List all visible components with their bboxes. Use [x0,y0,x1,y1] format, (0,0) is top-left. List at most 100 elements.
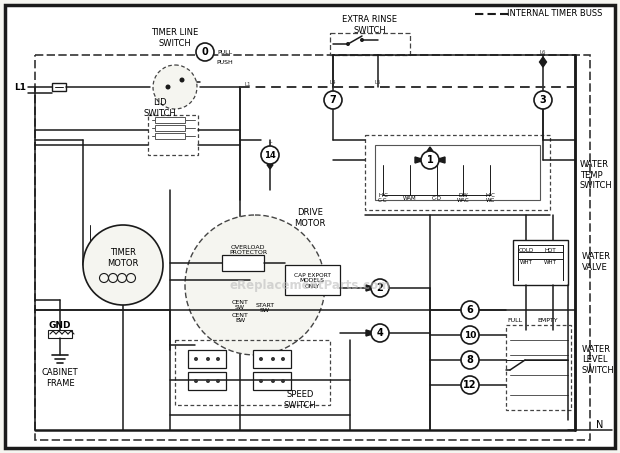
Circle shape [185,215,325,355]
Circle shape [206,379,210,383]
Bar [155,125,185,131]
Text: H-C
WC: H-C WC [485,193,495,203]
Circle shape [271,379,275,383]
Circle shape [421,151,439,169]
Text: DW
WAC: DW WAC [457,193,469,203]
Circle shape [216,379,220,383]
Text: CAP EXPORT
MODELS
ONLY: CAP EXPORT MODELS ONLY [293,273,330,289]
Bar [188,350,226,368]
Text: N: N [596,420,604,430]
Circle shape [259,379,263,383]
Circle shape [194,379,198,383]
Text: 3: 3 [539,95,546,105]
Text: CENT
SW: CENT SW [231,299,249,310]
Text: WAM: WAM [403,196,417,201]
Text: TIMER
MOTOR: TIMER MOTOR [107,248,139,268]
Text: GND: GND [49,321,71,329]
Text: CENT
BW: CENT BW [231,313,249,323]
Bar [155,133,185,139]
Circle shape [180,77,185,82]
Circle shape [166,85,171,90]
Text: WATER
TEMP
SWITCH: WATER TEMP SWITCH [580,160,613,190]
Circle shape [196,43,214,61]
Text: SPEED
SWITCH: SPEED SWITCH [283,390,316,410]
Text: DRIVE
MOTOR: DRIVE MOTOR [294,208,326,228]
Text: 14: 14 [264,150,276,159]
Circle shape [281,357,285,361]
Text: INTERNAL TIMER BUSS: INTERNAL TIMER BUSS [507,10,603,19]
Text: L6: L6 [540,49,546,54]
Text: START
SW: START SW [255,303,275,313]
Bar [148,115,198,155]
Circle shape [194,357,198,361]
Bar [285,265,340,295]
Text: 10: 10 [464,331,476,339]
Text: OVERLOAD
PROTECTOR: OVERLOAD PROTECTOR [229,245,267,255]
Text: WHT: WHT [520,260,533,265]
Circle shape [261,146,279,164]
Text: 8: 8 [467,355,474,365]
Circle shape [371,324,389,342]
Text: EXTRA RINSE
SWITCH: EXTRA RINSE SWITCH [342,15,397,35]
Text: TIMER LINE
SWITCH: TIMER LINE SWITCH [151,28,198,48]
Text: HOT: HOT [544,247,556,252]
Text: PULL: PULL [218,49,232,54]
Text: LID
SWITCH: LID SWITCH [144,98,176,118]
Bar [375,145,540,200]
Bar [330,33,410,55]
Text: FULL: FULL [507,318,523,323]
Text: 2: 2 [376,283,383,293]
Bar [506,325,571,410]
Bar [188,372,226,390]
Circle shape [461,376,479,394]
Polygon shape [435,157,445,163]
Bar [253,372,291,390]
Polygon shape [539,57,546,67]
Bar [35,55,590,440]
Text: L1: L1 [14,82,26,92]
Text: WATER
LEVEL
SWITCH: WATER LEVEL SWITCH [582,345,615,375]
Text: 6: 6 [467,305,474,315]
Bar [52,83,66,91]
Circle shape [216,357,220,361]
Circle shape [360,38,364,42]
Text: EMPTY: EMPTY [538,318,559,323]
Bar [175,340,330,405]
Text: L1: L1 [245,82,251,87]
Circle shape [346,42,350,46]
Circle shape [83,225,163,305]
Polygon shape [366,285,376,291]
Text: PUSH: PUSH [216,59,233,64]
Text: CABINET
FRAME: CABINET FRAME [42,368,78,388]
Text: WATER
VALVE: WATER VALVE [582,252,611,272]
Bar [365,135,550,210]
Polygon shape [427,147,433,155]
Circle shape [281,379,285,383]
Text: 12: 12 [463,380,477,390]
Text: 1: 1 [427,155,433,165]
Polygon shape [366,330,376,336]
Text: 0: 0 [202,47,208,57]
Circle shape [534,91,552,109]
Bar [513,240,568,285]
Text: H-C
C-C: H-C C-C [378,193,388,203]
Text: L4: L4 [330,81,336,86]
Circle shape [461,351,479,369]
Circle shape [371,279,389,297]
Text: T: T [268,143,272,148]
Text: WHT: WHT [544,260,556,265]
Text: 4: 4 [376,328,383,338]
Bar [155,117,185,123]
Circle shape [153,65,197,109]
Text: 7: 7 [330,95,337,105]
Circle shape [461,326,479,344]
Text: C-D: C-D [432,196,442,201]
Text: L5: L5 [374,81,381,86]
Bar [253,350,291,368]
Circle shape [271,357,275,361]
Bar [222,255,264,271]
Polygon shape [415,157,425,163]
Circle shape [324,91,342,109]
Circle shape [461,301,479,319]
Circle shape [206,357,210,361]
